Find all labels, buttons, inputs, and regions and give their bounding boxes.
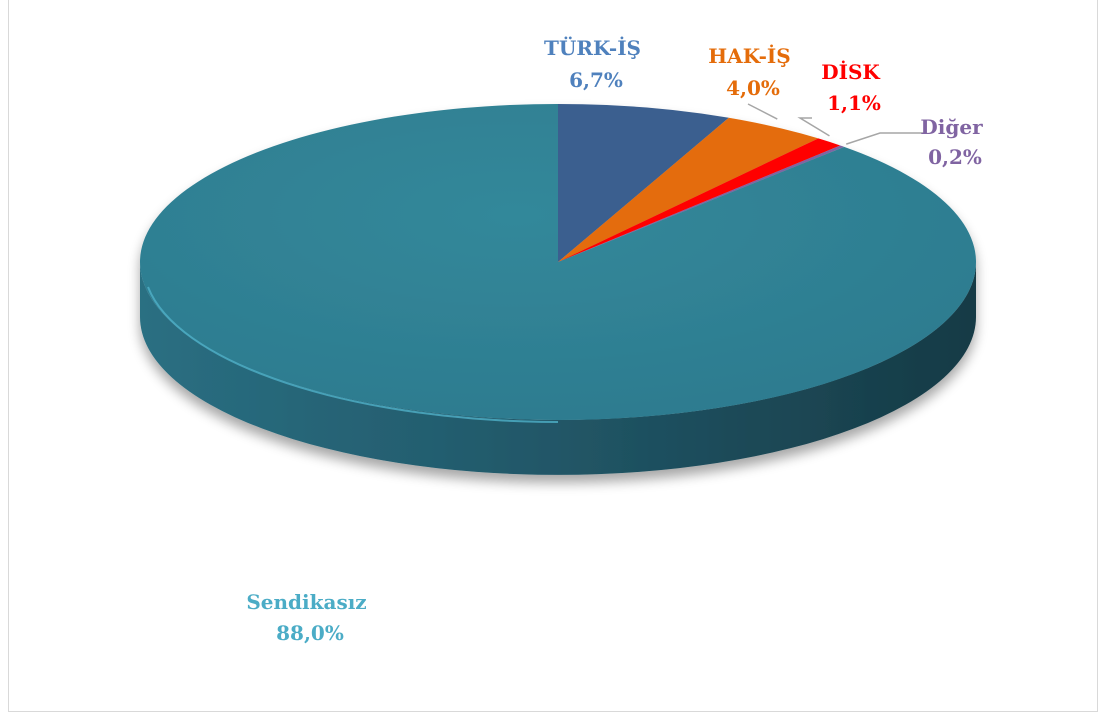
pie-slice-diğer xyxy=(558,145,845,262)
label-sendikasiz: Sendikasız 88,0% xyxy=(246,590,373,645)
label-diger-name: Diğer xyxy=(920,115,983,139)
leader-line xyxy=(845,132,924,145)
label-turk-is-value: 6,7% xyxy=(569,68,623,92)
pie-side-wall xyxy=(140,262,976,475)
label-turk-is: TÜRK-İŞ 6,7% xyxy=(544,35,648,92)
pie-slice-hak-i-ş xyxy=(558,117,819,262)
label-hak-is-name: HAK-İŞ xyxy=(708,44,790,68)
label-diger-value: 0,2% xyxy=(928,145,982,169)
label-turk-is-name: TÜRK-İŞ xyxy=(544,35,641,60)
label-sendikasiz-name: Sendikasız xyxy=(246,590,366,614)
leader-lines xyxy=(747,103,924,145)
label-hak-is-value: 4,0% xyxy=(726,76,780,100)
leader-line xyxy=(797,117,830,137)
label-disk: DİSK 1,1% xyxy=(821,60,887,115)
pie-slice-türk-i-ş xyxy=(558,104,729,262)
label-sendikasiz-value: 88,0% xyxy=(276,621,344,645)
pie-slices xyxy=(139,104,976,421)
label-disk-name: DİSK xyxy=(821,60,880,84)
label-hak-is: HAK-İŞ 4,0% xyxy=(708,44,797,100)
pie-body xyxy=(139,104,976,475)
label-disk-value: 1,1% xyxy=(827,91,881,115)
label-diger: Diğer 0,2% xyxy=(920,115,989,169)
pie-slice-di-sk xyxy=(558,138,841,262)
pie-slice-sendikasız xyxy=(139,104,976,421)
leader-line xyxy=(747,103,778,120)
pie-rim-highlight xyxy=(147,286,559,423)
